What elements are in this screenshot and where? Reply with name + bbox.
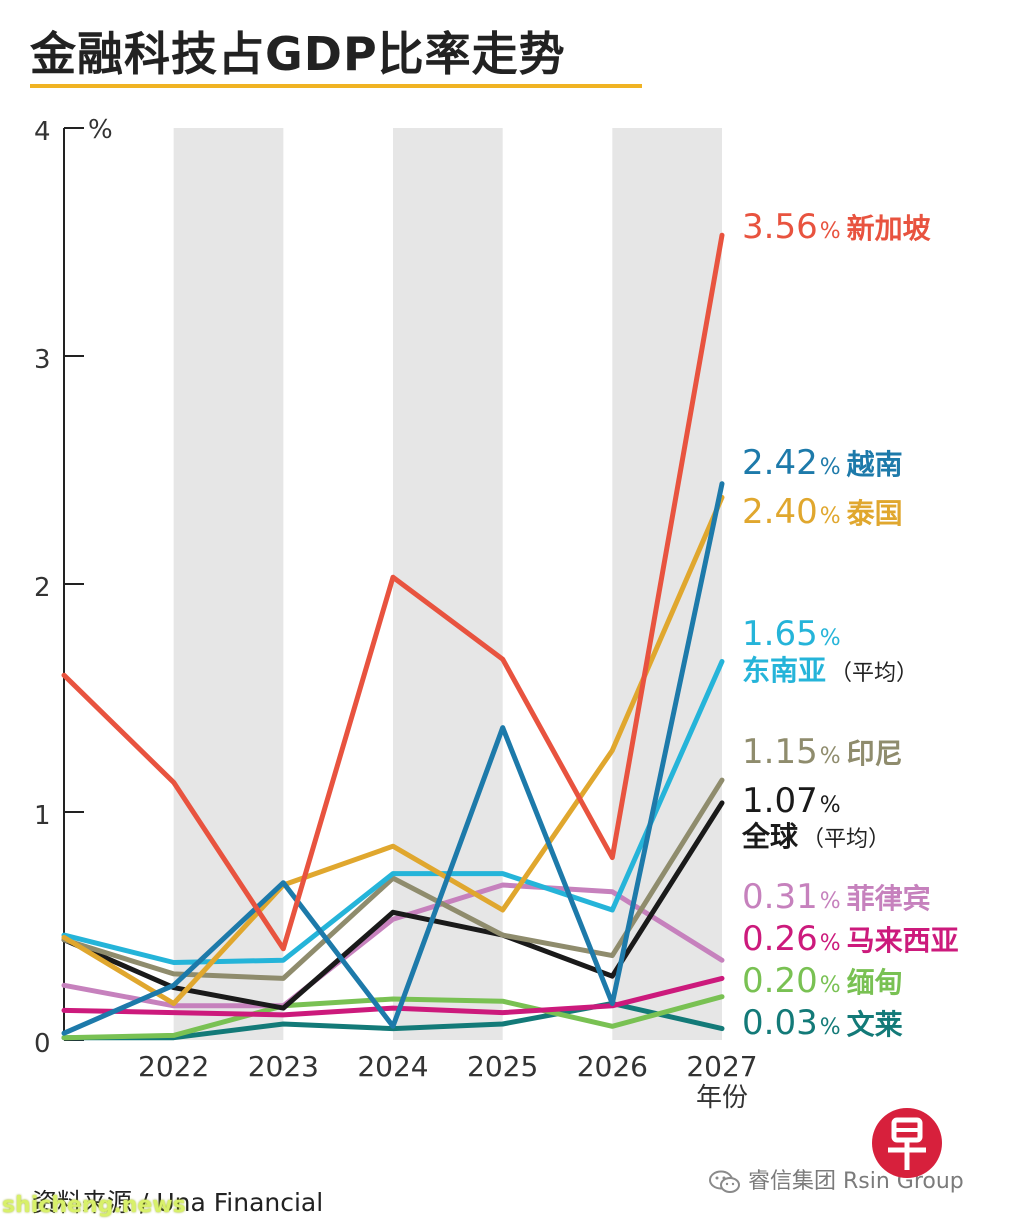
series-line-1	[61, 481, 725, 1036]
x-tick-label-2025: 2025	[467, 1050, 538, 1083]
series-label-value-9: 0.03	[742, 1003, 818, 1043]
chart-title: 金融科技占GDP比率走势	[30, 27, 566, 81]
series-label-value-2: 2.40	[742, 492, 818, 532]
series-label-name-9: 文莱	[847, 1008, 903, 1041]
series-label-unit-4: %	[820, 744, 841, 769]
series-label-value-4: 1.15	[742, 732, 818, 772]
series-label-value-8: 0.20	[742, 961, 818, 1001]
series-line-8	[61, 994, 725, 1041]
wechat-icon	[709, 1170, 740, 1193]
y-axis: 0 1 2 3 4%	[34, 115, 113, 1059]
logo-glyph	[888, 1117, 926, 1170]
series-label-value-3: 1.65	[742, 614, 818, 654]
series-label-name-3: 东南亚	[742, 654, 826, 687]
y-tick-label-1: 1	[34, 801, 51, 831]
y-unit-label: %	[88, 115, 113, 145]
shaded-band-0	[173, 128, 284, 1040]
series-label-name-2: 泰国	[847, 497, 903, 530]
series-label-suffix-5: （平均）	[802, 827, 890, 852]
y-tick-label-4: 4	[34, 117, 51, 147]
source-note: 资料来源 / Una Financial	[32, 1188, 324, 1217]
series-line-0	[61, 232, 725, 952]
series-label-value-1: 2.42	[742, 443, 818, 483]
series-label-name-0: 新加坡	[847, 212, 931, 245]
series-label-value-6: 0.31	[742, 877, 818, 917]
x-tick-label-2027: 2027	[686, 1050, 757, 1083]
series-label-name-8: 缅甸	[847, 966, 903, 999]
series-label-value-0: 3.56	[742, 207, 818, 247]
series-label-value-5: 1.07	[742, 781, 818, 821]
watermark-right-text: 睿信集团 Rsin Group	[748, 1169, 964, 1194]
series-label-unit-0: %	[820, 219, 841, 244]
title-underline	[30, 84, 642, 88]
series-label-name-7: 马来西亚	[847, 924, 959, 957]
x-unit-label: 年份	[696, 1083, 748, 1113]
series-label-unit-6: %	[820, 889, 841, 914]
series-label-name-4: 印尼	[847, 737, 903, 770]
x-tick-label-2024: 2024	[357, 1050, 428, 1083]
series-label-unit-7: %	[820, 931, 841, 956]
series-label-unit-2: %	[820, 504, 841, 529]
series-label-name-6: 菲律宾	[847, 882, 931, 915]
series-label-unit-3: %	[820, 626, 841, 651]
publisher-logo	[872, 1108, 942, 1178]
x-tick-label-2023: 2023	[248, 1050, 319, 1083]
series-line-3	[61, 659, 725, 965]
series-label-unit-9: %	[820, 1015, 841, 1040]
y-tick-label-0: 0	[34, 1029, 51, 1059]
series-label-name-5: 全球	[741, 820, 799, 853]
series-label-name-1: 越南	[847, 448, 903, 481]
series-label-unit-5: %	[820, 793, 841, 818]
y-tick-label-2: 2	[34, 573, 51, 603]
series-label-unit-8: %	[820, 973, 841, 998]
x-tick-label-2022: 2022	[138, 1050, 209, 1083]
watermark-left: shicheng.news	[2, 1193, 186, 1218]
series-label-unit-1: %	[820, 455, 841, 480]
series-label-suffix-3: （平均）	[830, 661, 918, 686]
y-tick-label-3: 3	[34, 345, 51, 375]
series-line-4	[61, 777, 725, 981]
watermark-right: 睿信集团 Rsin Group	[708, 1163, 964, 1195]
x-tick-label-2026: 2026	[577, 1050, 648, 1083]
series-lines	[61, 232, 725, 1041]
series-line-2	[61, 494, 725, 1006]
series-label-value-7: 0.26	[742, 919, 818, 959]
